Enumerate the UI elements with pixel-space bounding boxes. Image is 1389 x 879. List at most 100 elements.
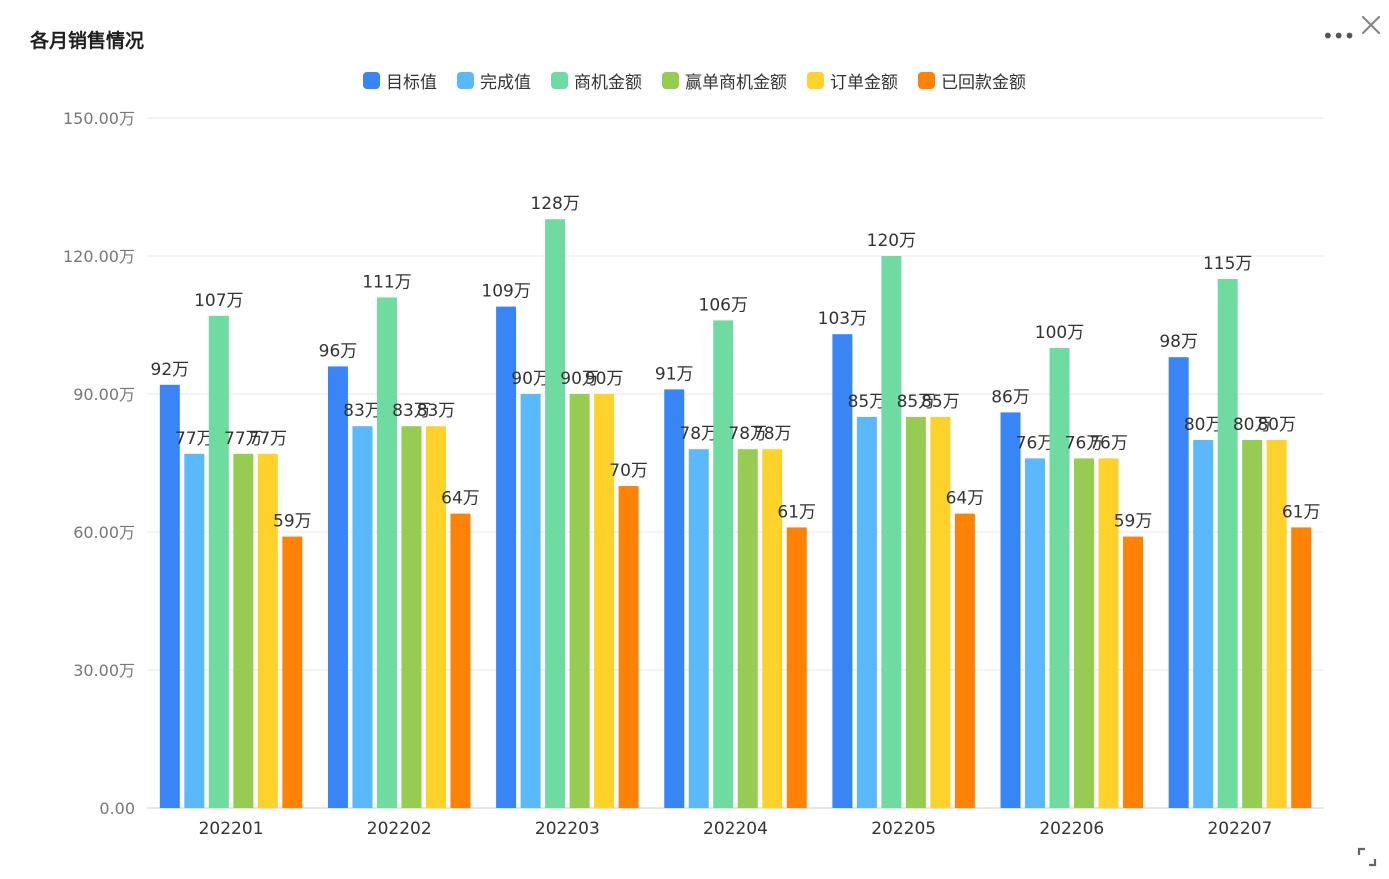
data-label: 59万 [273, 512, 312, 532]
bar [257, 453, 278, 808]
data-label: 64万 [946, 489, 985, 509]
bar [376, 297, 397, 808]
data-label: 90万 [511, 369, 550, 389]
legend-item[interactable]: 商机金额 [551, 68, 642, 93]
data-label: 111万 [362, 272, 411, 292]
legend-swatch [918, 72, 935, 89]
bar [832, 334, 853, 808]
bar [1217, 279, 1238, 808]
bar [664, 389, 685, 808]
bar [737, 449, 758, 808]
y-tick-label: 120.00万 [63, 247, 135, 266]
bar [762, 449, 783, 808]
data-label: 78万 [679, 424, 718, 444]
data-label: 91万 [655, 364, 694, 384]
bar [282, 536, 303, 808]
y-tick-label: 0.00 [99, 799, 135, 818]
y-tick-label: 90.00万 [73, 385, 135, 404]
data-label: 76万 [1016, 433, 1055, 453]
bar [545, 219, 566, 808]
data-label: 80万 [1184, 415, 1223, 435]
bar [786, 527, 807, 808]
data-label: 120万 [867, 231, 916, 251]
legend-label: 已回款金额 [941, 73, 1026, 93]
data-label: 86万 [991, 387, 1030, 407]
legend-item[interactable]: 目标值 [363, 68, 437, 93]
data-label: 92万 [151, 360, 190, 380]
data-label: 85万 [848, 392, 887, 412]
bar [954, 513, 975, 808]
x-tick-label: 202201 [199, 819, 264, 839]
x-tick-label: 202205 [871, 819, 936, 839]
bar [327, 366, 348, 808]
bar [520, 394, 541, 808]
bar [1098, 458, 1119, 808]
close-icon[interactable] [1356, 10, 1386, 40]
x-tick-label: 202206 [1039, 819, 1104, 839]
bar [1266, 440, 1287, 808]
bar [401, 426, 422, 808]
bar [233, 453, 254, 808]
legend-swatch [457, 72, 474, 89]
data-label: 90万 [560, 369, 599, 389]
legend-item[interactable]: 已回款金额 [918, 68, 1026, 93]
bar [1242, 440, 1263, 808]
data-label: 64万 [441, 489, 480, 509]
data-label: 106万 [699, 295, 748, 315]
data-label: 115万 [1203, 254, 1252, 274]
chart-title: 各月销售情况 [30, 30, 145, 52]
data-label: 128万 [530, 194, 579, 214]
bar [688, 449, 709, 808]
data-label: 76万 [1065, 433, 1104, 453]
legend-item[interactable]: 订单金额 [807, 68, 898, 93]
data-label: 83万 [417, 401, 456, 421]
bar [1025, 458, 1046, 808]
bar [1000, 412, 1021, 808]
data-label: 80万 [1257, 415, 1296, 435]
legend-swatch [363, 72, 380, 89]
data-label: 107万 [194, 291, 243, 311]
data-label: 80万 [1233, 415, 1272, 435]
bar [208, 315, 229, 808]
legend-label: 订单金额 [830, 73, 898, 93]
bar [1291, 527, 1312, 808]
bar [1193, 440, 1214, 808]
data-label: 78万 [728, 424, 767, 444]
data-label: 83万 [392, 401, 431, 421]
bar [594, 394, 615, 808]
bar [569, 394, 590, 808]
data-label: 70万 [609, 461, 648, 481]
data-label: 85万 [921, 392, 960, 412]
bar [1123, 536, 1144, 808]
legend-label: 赢单商机金额 [685, 73, 787, 93]
data-label: 83万 [343, 401, 382, 421]
bar [352, 426, 373, 808]
data-label: 61万 [1282, 502, 1321, 522]
data-label: 85万 [897, 392, 936, 412]
y-tick-label: 30.00万 [73, 661, 135, 680]
data-label: 77万 [175, 429, 214, 449]
more-options-icon[interactable]: ••• [1322, 24, 1355, 48]
data-label: 76万 [1089, 433, 1128, 453]
data-label: 109万 [481, 282, 530, 302]
data-label: 90万 [585, 369, 624, 389]
y-tick-label: 60.00万 [73, 523, 135, 542]
bar [1074, 458, 1095, 808]
legend-item[interactable]: 完成值 [457, 68, 531, 93]
x-tick-label: 202202 [367, 819, 432, 839]
bar [184, 453, 205, 808]
data-label: 61万 [777, 502, 816, 522]
data-label: 59万 [1114, 512, 1153, 532]
legend-label: 完成值 [480, 73, 531, 93]
legend-item[interactable]: 赢单商机金额 [662, 68, 787, 93]
bar [713, 320, 734, 808]
legend-swatch [662, 72, 679, 89]
expand-icon[interactable] [1356, 846, 1378, 868]
legend-swatch [807, 72, 824, 89]
bar [450, 513, 471, 808]
x-tick-label: 202207 [1207, 819, 1272, 839]
data-label: 77万 [249, 429, 288, 449]
data-label: 77万 [224, 429, 263, 449]
legend-label: 目标值 [386, 73, 437, 93]
